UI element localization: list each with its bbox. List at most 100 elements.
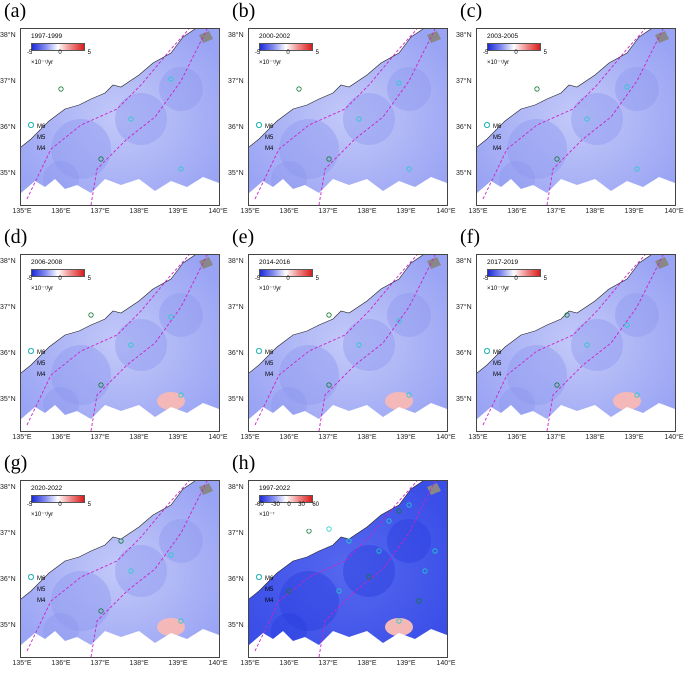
lat-label: 36°N <box>456 124 472 131</box>
earthquake-marker <box>386 518 392 524</box>
lon-label: 138°E <box>129 434 149 441</box>
lon-label: 140°E <box>208 208 228 215</box>
strain-blotch <box>159 67 203 111</box>
legend-label: M5 <box>493 360 502 367</box>
panel-label: (a) <box>4 0 27 22</box>
legend-item: M4 <box>483 347 523 380</box>
panel-label: (d) <box>4 226 28 248</box>
earthquake-marker <box>584 342 590 348</box>
earthquake-marker <box>356 342 362 348</box>
colorbar-tick: -30 <box>271 502 280 508</box>
lat-label: 38°N <box>0 32 16 39</box>
legend-item: M5 <box>483 121 523 143</box>
colorbar-tick: -5 <box>27 276 33 282</box>
colorbar-tick: 0 <box>286 276 290 282</box>
colorbar-tick: 30 <box>298 502 305 508</box>
pacific-ocean <box>21 629 219 657</box>
legend-item: M5 <box>483 347 523 369</box>
lon-label: 138°E <box>585 434 605 441</box>
map-panel: (h) 38°N 37°N 36°N 35°N 135°E 136°E 137°E 138°E 1… <box>228 452 456 678</box>
earthquake-marker <box>168 552 174 558</box>
colorbar-tick: 5 <box>87 50 91 56</box>
lon-label: 135°E <box>468 208 488 215</box>
earthquake-marker <box>178 166 184 172</box>
lon-label: 136°E <box>279 434 299 441</box>
legend-label: M4 <box>493 145 502 152</box>
strain-map: 2017-2019 -5 0 5 ×10⁻⁷/yr M6 M5 M4 <box>476 254 676 432</box>
earthquake-marker <box>406 166 412 172</box>
colorbar-tick: -5 <box>483 50 489 56</box>
map-svg <box>21 481 219 657</box>
colorbar: 2003-2005 -5 0 5 ×10⁻⁷/yr <box>483 33 547 77</box>
legend-item: M4 <box>255 573 295 606</box>
sado-island <box>655 31 669 43</box>
colorbar-unit: ×10⁻⁷/yr <box>259 286 282 292</box>
earthquake-marker <box>88 312 94 318</box>
colorbar-ticks: -5 0 5 <box>27 502 91 508</box>
magnitude-legend: M6 M5 M4 <box>27 347 67 380</box>
lon-label: 137°E <box>90 434 110 441</box>
lat-label: 37°N <box>228 304 244 311</box>
legend-item: M4 <box>27 347 67 380</box>
legend-item: M4 <box>255 347 295 380</box>
panel-label: (h) <box>232 452 256 474</box>
lat-label: 38°N <box>456 32 472 39</box>
lon-label: 140°E <box>208 434 228 441</box>
earthquake-marker <box>286 588 292 594</box>
lat-label: 36°N <box>228 350 244 357</box>
strain-blotch <box>159 293 203 337</box>
pacific-ocean <box>249 403 447 431</box>
magnitude-legend: M6 M5 M4 <box>483 121 523 154</box>
lon-label: 138°E <box>357 434 377 441</box>
map-panel: (g) 38°N 37°N 36°N 35°N 135°E 136°E 137°E 138°E 1… <box>0 452 228 678</box>
legend-label: M6 <box>37 349 46 356</box>
colorbar-tick: -5 <box>27 50 33 56</box>
earthquake-marker <box>406 502 412 508</box>
magnitude-legend: M6 M5 M4 <box>255 121 295 154</box>
earthquake-marker <box>58 86 64 92</box>
earthquake-marker <box>554 382 560 388</box>
colorbar-unit: ×10⁻⁷/yr <box>259 60 282 66</box>
lon-label: 138°E <box>129 208 149 215</box>
panel-label: (c) <box>460 0 483 22</box>
legend-label: M6 <box>37 575 46 582</box>
earthquake-marker <box>118 538 124 544</box>
colorbar-gradient <box>259 269 313 277</box>
lon-label: 138°E <box>357 208 377 215</box>
lat-label: 38°N <box>0 484 16 491</box>
magnitude-legend: M6 M5 M4 <box>255 573 295 606</box>
colorbar-tick: 5 <box>87 502 91 508</box>
sado-island <box>199 483 213 495</box>
legend-label: M5 <box>265 586 274 593</box>
legend-label: M5 <box>493 134 502 141</box>
legend-label: M4 <box>37 145 46 152</box>
earthquake-marker <box>356 116 362 122</box>
lat-label: 35°N <box>0 396 16 403</box>
strain-blotch <box>387 519 431 563</box>
lat-label: 36°N <box>228 124 244 131</box>
colorbar-tick: 5 <box>543 50 547 56</box>
colorbar-unit: ×10⁻⁷ <box>259 512 275 518</box>
earthquake-marker <box>98 608 104 614</box>
boundary-line <box>90 481 208 657</box>
earthquake-marker <box>168 314 174 320</box>
lon-label: 138°E <box>129 660 149 667</box>
land-strain <box>477 255 675 431</box>
earthquake-marker <box>534 86 540 92</box>
earthquake-marker <box>624 322 630 328</box>
earthquake-marker <box>396 80 402 86</box>
lon-label: 140°E <box>664 208 684 215</box>
lon-label: 140°E <box>436 660 456 667</box>
sado-island <box>655 257 669 269</box>
colorbar-tick: 60 <box>312 502 319 508</box>
legend-label: M6 <box>265 123 274 130</box>
lon-label: 140°E <box>436 208 456 215</box>
lat-label: 37°N <box>0 78 16 85</box>
boundary-line <box>318 255 436 431</box>
strain-blotch <box>343 545 395 597</box>
legend-item: M5 <box>27 121 67 143</box>
lon-label: 140°E <box>664 434 684 441</box>
lon-label: 137°E <box>318 434 338 441</box>
colorbar: 2000-2002 -5 0 5 ×10⁻⁷/yr <box>255 33 319 77</box>
lat-label: 35°N <box>228 170 244 177</box>
